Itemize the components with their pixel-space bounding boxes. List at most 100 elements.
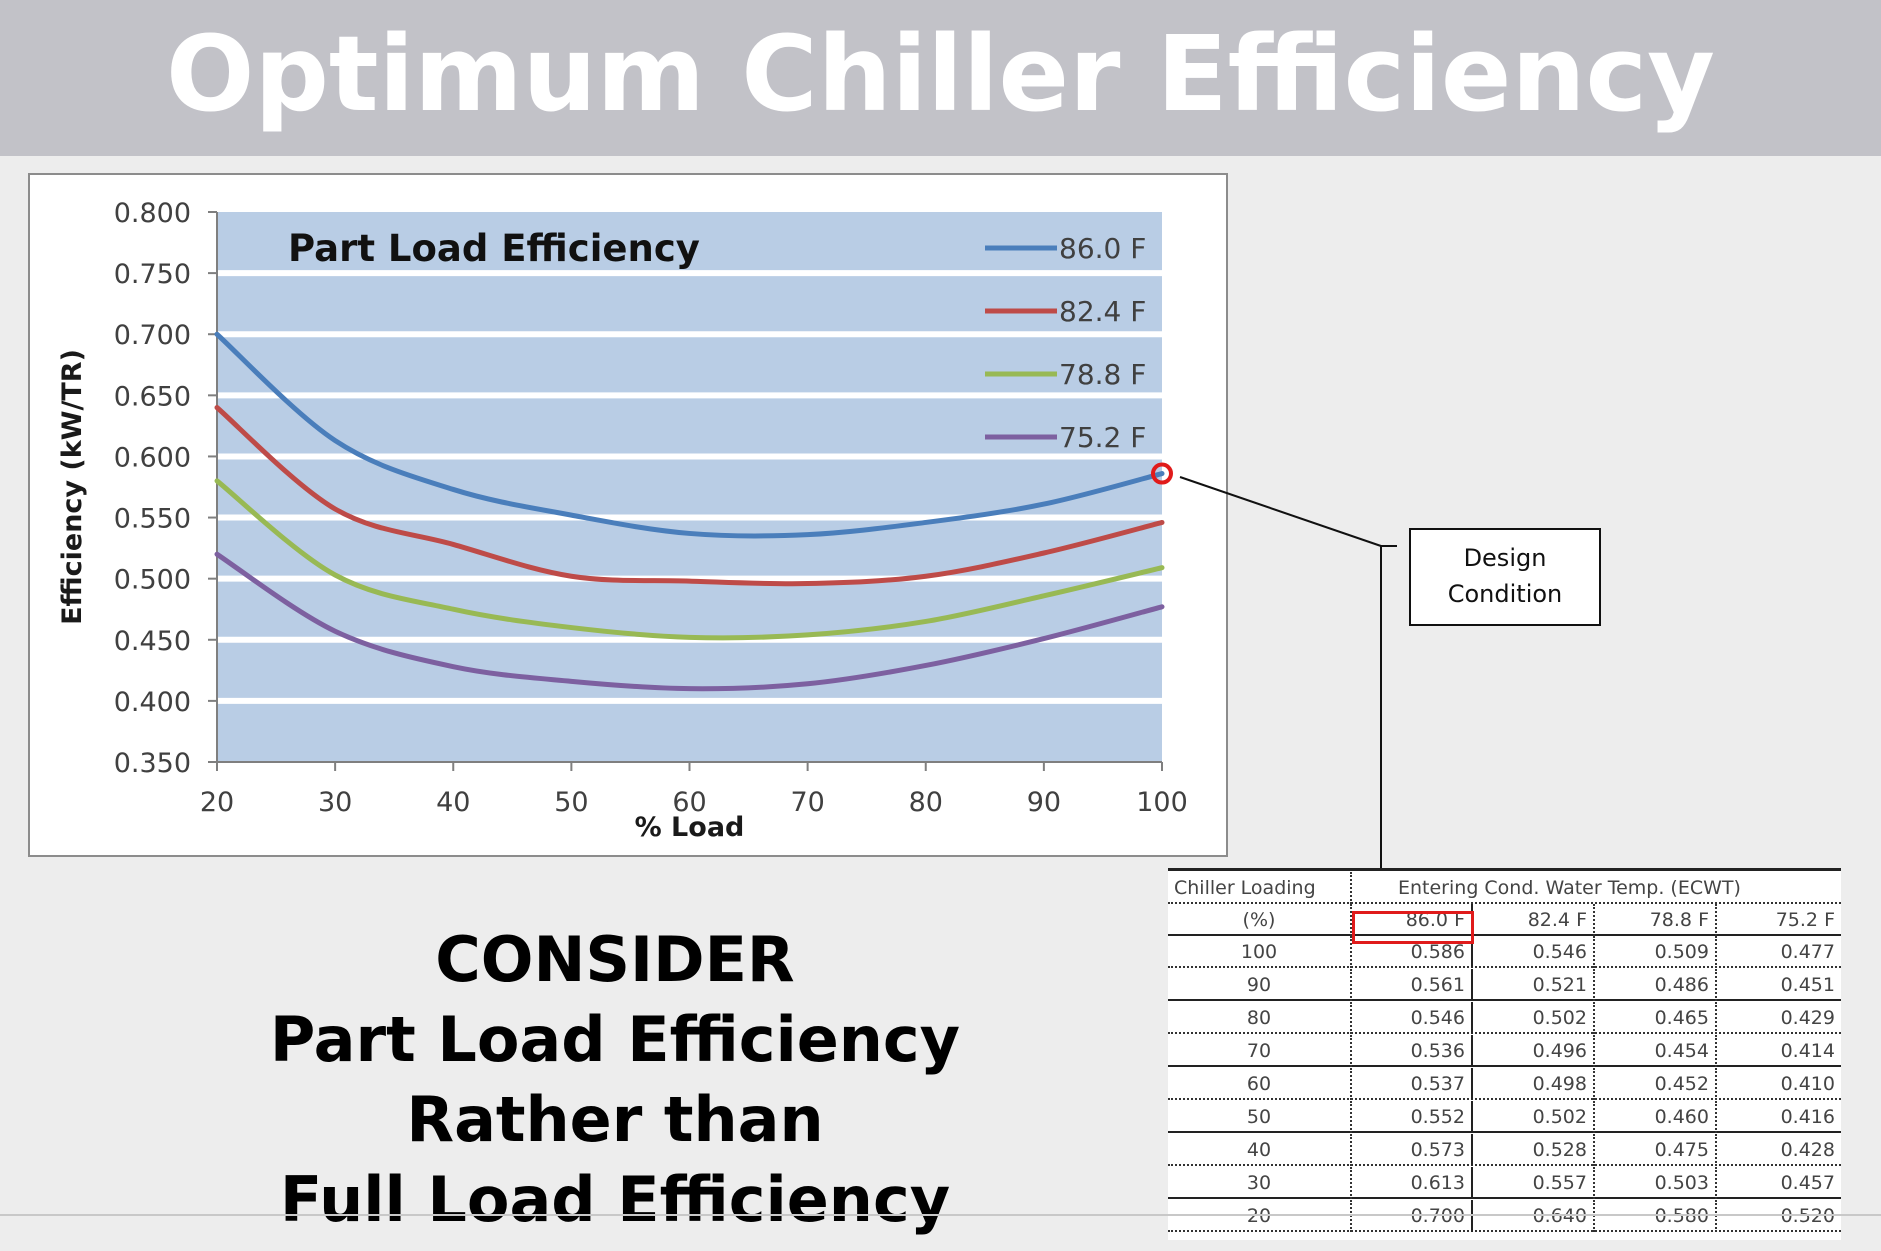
table-column-divider (1350, 969, 1352, 1001)
table-cell: 0.451 (1780, 974, 1835, 996)
table-cell: 0.496 (1532, 1040, 1587, 1062)
table-column-divider (1471, 936, 1473, 968)
table-cell: 0.561 (1410, 974, 1465, 996)
x-tick-label: 100 (1136, 787, 1188, 818)
x-axis-title: % Load (635, 812, 745, 843)
table-cell: 0.452 (1654, 1073, 1709, 1095)
table-column-divider (1471, 1200, 1473, 1232)
table-header-cell: 78.8 F (1649, 909, 1709, 931)
table-column-divider (1593, 1002, 1595, 1034)
table-header-cell: Chiller Loading (1174, 877, 1316, 899)
table-column-divider (1593, 1167, 1595, 1199)
table-column-divider (1593, 1134, 1595, 1166)
y-tick-label: 0.700 (114, 320, 191, 351)
y-tick-label: 0.350 (114, 748, 191, 779)
table-cell: 0.528 (1532, 1139, 1587, 1161)
table-cell: 0.509 (1654, 941, 1709, 963)
y-tick-label: 0.400 (114, 687, 191, 718)
table-cell: 90 (1246, 974, 1272, 996)
table-cell: 0.454 (1654, 1040, 1709, 1062)
design-condition-marker (1151, 462, 1173, 485)
table-cell: 0.457 (1780, 1172, 1835, 1194)
chart-frame: 0.350 0.400 0.450 0.500 0.550 0.600 0.650 0.700… (28, 173, 1228, 857)
y-tick-label: 0.750 (114, 259, 191, 290)
legend-label: 75.2 F (1059, 421, 1146, 454)
table-column-divider (1715, 1002, 1717, 1034)
table-cell: 0.414 (1780, 1040, 1835, 1062)
table-cell: 0.502 (1532, 1007, 1587, 1029)
table-row: 20 0.700 0.640 0.580 0.520 (1168, 1200, 1841, 1232)
plot-area (217, 212, 1162, 762)
table-cell: 0.429 (1780, 1007, 1835, 1029)
legend-label: 82.4 F (1059, 295, 1146, 328)
message-line-3: Rather than (406, 1083, 824, 1156)
series-line-82-4-f (214, 405, 1165, 587)
y-tick-label: 0.550 (114, 504, 191, 535)
page-title: Optimum Chiller Efficiency (166, 13, 1715, 135)
table-column-divider (1350, 1002, 1352, 1034)
chart: 0.350 0.400 0.450 0.500 0.550 0.600 0.650 0.700… (57, 198, 1188, 843)
design-condition-highlight (1352, 911, 1474, 944)
table-column-divider (1471, 1101, 1473, 1133)
table-cell: 0.460 (1654, 1106, 1709, 1128)
table-column-divider (1471, 1068, 1473, 1100)
message-line-1: CONSIDER (435, 923, 795, 996)
design-condition-callout: Design Condition (1409, 528, 1601, 626)
table-column-divider (1350, 1200, 1352, 1232)
table-cell: 0.557 (1532, 1172, 1587, 1194)
table-row: 60 0.537 0.498 0.452 0.410 (1168, 1068, 1841, 1100)
series-line-75-2-f (214, 551, 1165, 692)
table-row: 100 0.586 0.546 0.509 0.477 (1168, 936, 1841, 968)
table-cell: 50 (1246, 1106, 1272, 1128)
table-column-divider (1715, 1167, 1717, 1199)
message-line-4: Full Load Efficiency (279, 1163, 951, 1236)
table-cell: 0.546 (1532, 941, 1587, 963)
table-column-divider (1350, 1035, 1352, 1067)
table-column-divider (1593, 1068, 1595, 1100)
table-cell: 70 (1246, 1040, 1272, 1062)
table-cell: 0.536 (1410, 1040, 1465, 1062)
y-axis-title: Efficiency (kW/TR) (57, 349, 88, 625)
table-row: 40 0.573 0.528 0.475 0.428 (1168, 1134, 1841, 1166)
callout-line-2: Condition (1447, 580, 1563, 608)
table-cell: 0.521 (1532, 974, 1587, 996)
table-cell: 0.416 (1780, 1106, 1835, 1128)
table-row: 30 0.613 0.557 0.503 0.457 (1168, 1167, 1841, 1199)
table-cell: 80 (1246, 1007, 1272, 1029)
x-tick-label: 70 (790, 787, 824, 818)
table-column-divider (1593, 1035, 1595, 1067)
table-cell: 0.486 (1654, 974, 1709, 996)
x-tick-label: 40 (436, 787, 470, 818)
callout-line-1: Design (1463, 544, 1547, 572)
message-line-2: Part Load Efficiency (269, 1003, 961, 1076)
x-tick-label: 20 (200, 787, 234, 818)
table-column-divider (1715, 1134, 1717, 1166)
table-cell: 0.537 (1410, 1073, 1465, 1095)
table-column-divider (1593, 936, 1595, 968)
table-column-divider (1350, 872, 1352, 904)
table-column-divider (1471, 1002, 1473, 1034)
chart-title: Part Load Efficiency (288, 227, 700, 270)
table-header-row: Chiller Loading Entering Cond. Water Temp… (1168, 872, 1841, 904)
table-column-divider (1715, 1101, 1717, 1133)
table-column-divider (1471, 1035, 1473, 1067)
table-row: 80 0.546 0.502 0.465 0.429 (1168, 1002, 1841, 1034)
table-header-cell: (%) (1242, 909, 1276, 931)
table-cell: 0.546 (1410, 1007, 1465, 1029)
table-column-divider (1593, 969, 1595, 1001)
table-header-cell: 82.4 F (1527, 909, 1587, 931)
table-cell: 0.586 (1410, 941, 1465, 963)
table-cell: 0.520 (1780, 1205, 1835, 1227)
table-column-divider (1715, 904, 1717, 936)
x-tick-label: 50 (554, 787, 588, 818)
table-column-divider (1593, 1101, 1595, 1133)
table-cell: 0.580 (1654, 1205, 1709, 1227)
y-tick-label: 0.600 (114, 442, 191, 473)
table-cell: 0.465 (1654, 1007, 1709, 1029)
table-column-divider (1593, 904, 1595, 936)
table-cell: 0.503 (1654, 1172, 1709, 1194)
table-header-cell: 86.0 F (1405, 909, 1465, 931)
table-cell: 0.640 (1532, 1205, 1587, 1227)
series-line-78-8-f (214, 478, 1165, 641)
table-header-cell: 75.2 F (1775, 909, 1835, 931)
